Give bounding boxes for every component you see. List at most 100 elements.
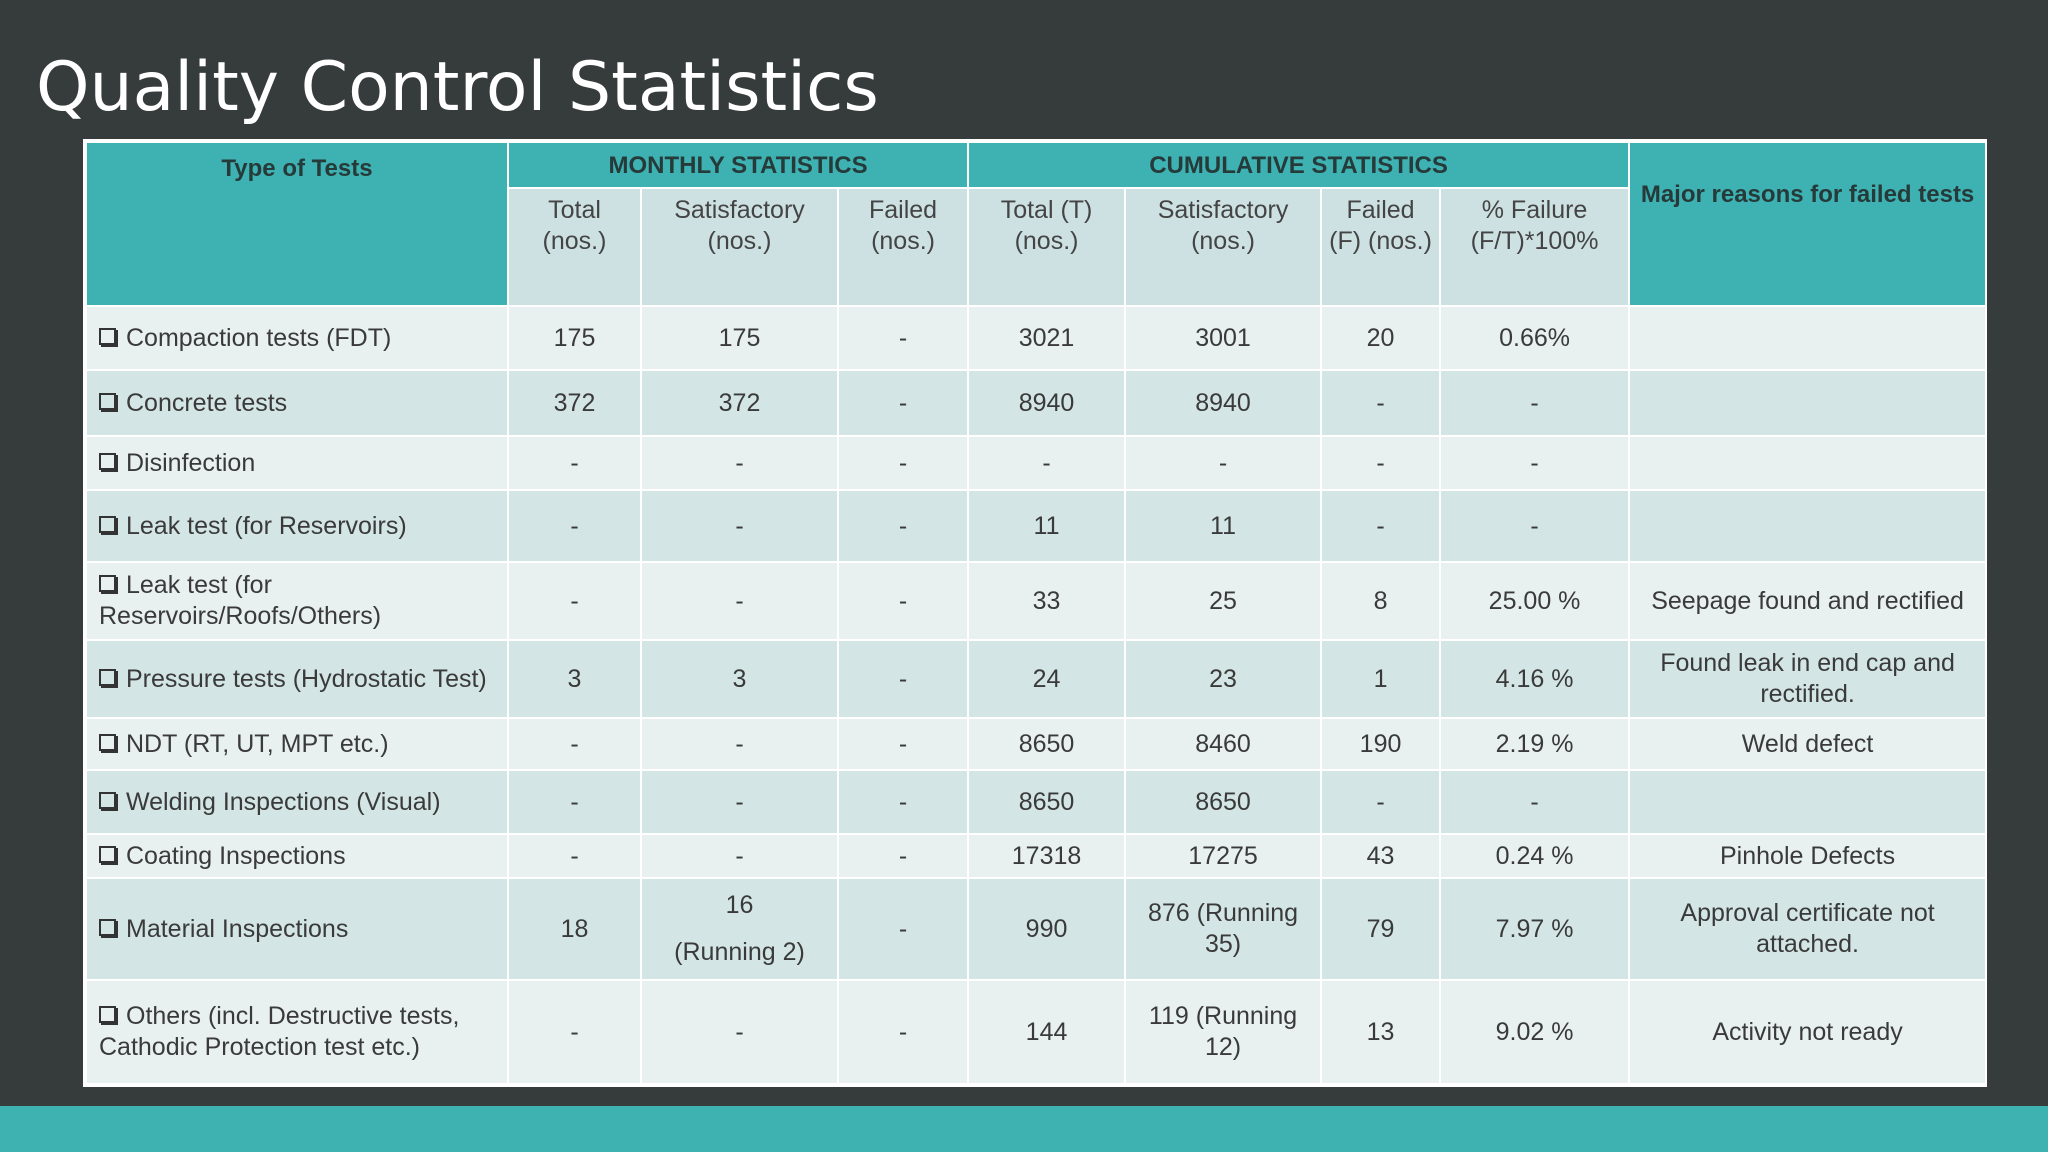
cumulative-failed-cell: 8 [1320,561,1442,641]
subheader-monthly-satisfactory: Satisfactory (nos.) [640,187,839,307]
cumulative-failed-cell: - [1320,369,1442,437]
subheader-cumulative-satisfactory: Satisfactory (nos.) [1124,187,1323,307]
monthly-total-cell: - [507,979,642,1085]
bottom-accent-bar [0,1106,2048,1152]
cumulative-satisfactory-cell: 3001 [1124,305,1323,371]
test-type-label: Leak test (for Reservoirs/Roofs/Others) [99,571,382,630]
monthly-total-cell: - [507,489,642,563]
percent-failure-cell: 9.02 % [1439,979,1631,1085]
cumulative-failed-cell: - [1320,435,1442,491]
test-type-cell: Welding Inspections (Visual) [85,769,509,835]
test-type-label: Concrete tests [126,388,288,417]
percent-failure-cell: - [1439,369,1631,437]
monthly-failed-cell: - [836,769,970,835]
monthly-satisfactory-note: (Running 2) [674,938,805,966]
checkbox-square-icon [99,918,116,936]
subheader-monthly-total: Total (nos.) [507,187,642,307]
monthly-total-cell: - [507,769,642,835]
monthly-satisfactory-cell: - [640,833,839,879]
table-row: Concrete tests 372 372 - 8940 8940 - - [85,369,1988,437]
monthly-failed-cell: - [836,369,970,437]
subheader-cumulative-failed: Failed (F) (nos.) [1320,187,1442,307]
cumulative-satisfactory-cell: 11 [1124,489,1323,563]
cumulative-total-cell: 17318 [967,833,1127,879]
cumulative-failed-cell: - [1320,489,1442,563]
monthly-failed-cell: - [836,717,970,771]
checkbox-square-icon [99,845,116,863]
cumulative-failed-cell: 190 [1320,717,1442,771]
test-type-cell: Pressure tests (Hydrostatic Test) [85,639,509,719]
test-type-cell: Others (incl. Destructive tests, Cathodi… [85,979,509,1085]
table-row: Leak test (for Reservoirs/Roofs/Others) … [85,561,1988,641]
subheader-percent-failure: % Failure (F/T)*100% [1439,187,1631,307]
percent-failure-cell: - [1439,435,1631,491]
test-type-cell: Disinfection [85,435,509,491]
cumulative-total-cell: 8650 [967,769,1127,835]
monthly-satisfactory-cell: - [640,979,839,1085]
failure-reason-cell [1628,489,1988,563]
page-title: Quality Control Statistics [36,48,879,127]
table-row: Disinfection - - - - - - - [85,435,1988,491]
failure-reason-cell: Pinhole Defects [1628,833,1988,879]
cumulative-satisfactory-cell: 25 [1124,561,1323,641]
failure-reason-cell: Seepage found and rectified [1628,561,1988,641]
monthly-satisfactory-cell: 372 [640,369,839,437]
cumulative-satisfactory-cell: 876 (Running 35) [1124,877,1323,981]
cumulative-total-cell: - [967,435,1127,491]
checkbox-square-icon [99,791,116,809]
percent-failure-cell: 0.24 % [1439,833,1631,879]
monthly-total-cell: - [507,561,642,641]
cumulative-satisfactory-cell: 8650 [1124,769,1323,835]
percent-failure-cell: 0.66% [1439,305,1631,371]
checkbox-square-icon [99,515,116,533]
failure-reason-cell: Activity not ready [1628,979,1988,1085]
monthly-satisfactory-value: 16 [725,891,754,919]
monthly-satisfactory-cell: - [640,717,839,771]
test-type-label: Welding Inspections (Visual) [126,787,441,816]
table-row: Leak test (for Reservoirs) - - - 11 11 -… [85,489,1988,563]
failure-reason-cell [1628,369,1988,437]
table-row: NDT (RT, UT, MPT etc.) - - - 8650 8460 1… [85,717,1988,771]
cumulative-satisfactory-cell: 8940 [1124,369,1323,437]
cumulative-satisfactory-cell: 17275 [1124,833,1323,879]
cumulative-satisfactory-cell: 23 [1124,639,1323,719]
percent-failure-cell: 25.00 % [1439,561,1631,641]
test-type-cell: Compaction tests (FDT) [85,305,509,371]
test-type-label: Material Inspections [126,914,349,943]
checkbox-square-icon [99,733,116,751]
monthly-satisfactory-cell: 16 (Running 2) [640,877,839,981]
monthly-failed-cell: - [836,561,970,641]
monthly-satisfactory-cell: - [640,561,839,641]
table-row: Others (incl. Destructive tests, Cathodi… [85,979,1988,1085]
monthly-total-cell: 3 [507,639,642,719]
test-type-label: Pressure tests (Hydrostatic Test) [126,664,487,693]
cumulative-failed-cell: 43 [1320,833,1442,879]
checkbox-square-icon [99,668,116,686]
cumulative-satisfactory-cell: - [1124,435,1323,491]
test-type-label: Leak test (for Reservoirs) [126,511,407,540]
header-cumulative-statistics: CUMULATIVE STATISTICS [967,141,1631,189]
cumulative-failed-cell: - [1320,769,1442,835]
failure-reason-cell [1628,305,1988,371]
cumulative-total-cell: 24 [967,639,1127,719]
cumulative-total-cell: 33 [967,561,1127,641]
test-type-label: Coating Inspections [126,841,346,870]
test-type-label: NDT (RT, UT, MPT etc.) [126,729,389,758]
cumulative-total-cell: 990 [967,877,1127,981]
cumulative-total-cell: 3021 [967,305,1127,371]
cumulative-failed-cell: 1 [1320,639,1442,719]
quality-control-table-container: Type of Tests MONTHLY STATISTICS CUMULAT… [83,139,1988,1087]
test-type-label: Compaction tests (FDT) [126,323,392,352]
cumulative-total-cell: 8650 [967,717,1127,771]
test-type-label: Others (incl. Destructive tests, Cathodi… [99,1002,460,1061]
monthly-total-cell: 18 [507,877,642,981]
monthly-total-cell: - [507,833,642,879]
cumulative-total-cell: 144 [967,979,1127,1085]
monthly-failed-cell: - [836,435,970,491]
test-type-cell: Material Inspections [85,877,509,981]
test-type-cell: NDT (RT, UT, MPT etc.) [85,717,509,771]
monthly-failed-cell: - [836,833,970,879]
monthly-satisfactory-cell: - [640,435,839,491]
monthly-satisfactory-cell: - [640,489,839,563]
cumulative-total-cell: 11 [967,489,1127,563]
